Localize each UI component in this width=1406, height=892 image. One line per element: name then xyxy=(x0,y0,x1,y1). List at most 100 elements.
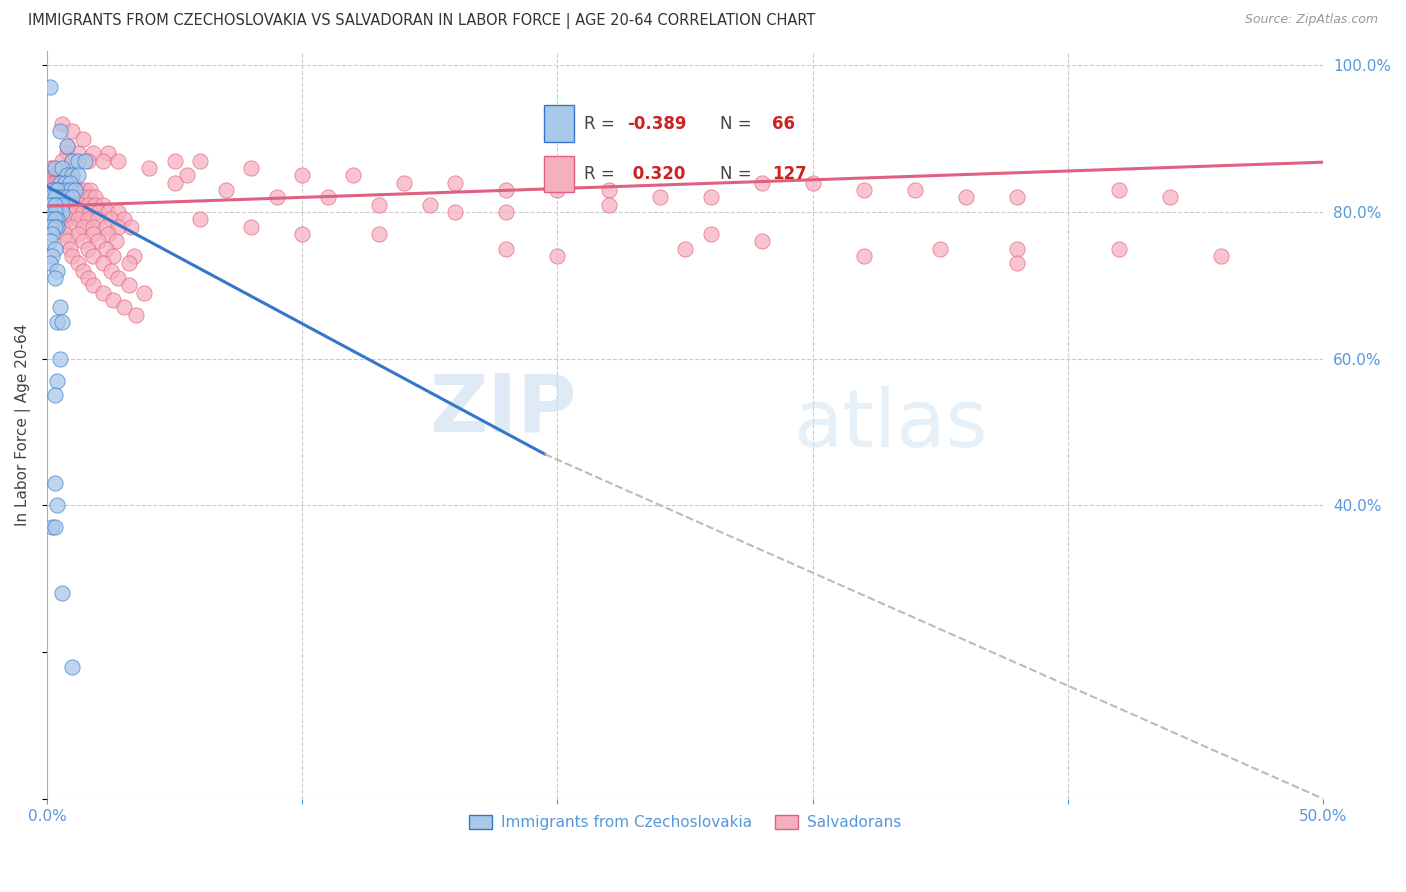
Legend: Immigrants from Czechoslovakia, Salvadorans: Immigrants from Czechoslovakia, Salvador… xyxy=(463,809,907,836)
Text: R =: R = xyxy=(583,115,620,133)
Point xyxy=(51,205,73,219)
Point xyxy=(91,153,114,168)
Point xyxy=(495,205,517,219)
Point xyxy=(82,249,104,263)
Point xyxy=(103,293,125,307)
Point xyxy=(56,176,79,190)
Point xyxy=(266,190,288,204)
Point xyxy=(38,219,60,234)
Point xyxy=(56,197,79,211)
Point xyxy=(44,520,66,534)
Point xyxy=(176,169,198,183)
Point xyxy=(673,242,696,256)
Point xyxy=(648,190,671,204)
Point xyxy=(76,212,98,227)
Point xyxy=(852,249,875,263)
Point xyxy=(79,205,101,219)
Point xyxy=(1005,190,1028,204)
Point xyxy=(91,197,114,211)
Point xyxy=(240,161,263,175)
Point xyxy=(63,183,86,197)
Point xyxy=(118,256,141,270)
Point xyxy=(66,169,89,183)
Point xyxy=(598,197,620,211)
Point xyxy=(107,219,129,234)
Point xyxy=(62,660,84,674)
Text: R =: R = xyxy=(583,165,620,183)
Point xyxy=(44,219,66,234)
Point xyxy=(51,219,73,234)
Point xyxy=(41,212,63,227)
Point xyxy=(44,190,66,204)
Point xyxy=(76,242,98,256)
Text: 0.320: 0.320 xyxy=(627,165,686,183)
Point xyxy=(188,153,211,168)
Point xyxy=(122,249,145,263)
Point xyxy=(44,190,66,204)
Point xyxy=(41,197,63,211)
Point xyxy=(56,139,79,153)
Point xyxy=(75,153,97,168)
Text: ZIP: ZIP xyxy=(429,371,576,449)
Point xyxy=(53,176,76,190)
Point xyxy=(48,183,70,197)
Point xyxy=(94,242,117,256)
Point xyxy=(62,169,84,183)
Point xyxy=(66,146,89,161)
Text: 127: 127 xyxy=(772,165,807,183)
Point xyxy=(46,183,69,197)
Point xyxy=(82,146,104,161)
Point xyxy=(46,197,69,211)
Point xyxy=(63,183,86,197)
Point xyxy=(41,183,63,197)
Point xyxy=(51,169,73,183)
Point xyxy=(82,219,104,234)
Point xyxy=(75,183,97,197)
Point xyxy=(56,169,79,183)
Point xyxy=(38,197,60,211)
Point xyxy=(62,249,84,263)
Point xyxy=(46,499,69,513)
Point xyxy=(394,176,416,190)
Point xyxy=(38,256,60,270)
Point xyxy=(163,153,186,168)
Point xyxy=(87,235,110,249)
Point xyxy=(163,176,186,190)
Point xyxy=(51,315,73,329)
Point xyxy=(56,139,79,153)
Point xyxy=(46,176,69,190)
Point xyxy=(38,205,60,219)
Point xyxy=(44,388,66,402)
Point xyxy=(44,197,66,211)
Text: 66: 66 xyxy=(772,115,796,133)
Point xyxy=(51,161,73,175)
Point xyxy=(46,219,69,234)
Point xyxy=(56,169,79,183)
Point xyxy=(97,146,120,161)
Point xyxy=(103,249,125,263)
Point xyxy=(751,176,773,190)
Point xyxy=(62,169,84,183)
Point xyxy=(751,235,773,249)
Point xyxy=(56,212,79,227)
Point xyxy=(100,212,122,227)
Point xyxy=(1159,190,1181,204)
Text: atlas: atlas xyxy=(793,385,988,464)
Point xyxy=(112,301,135,315)
Point xyxy=(214,183,236,197)
Point xyxy=(46,315,69,329)
Point xyxy=(699,190,721,204)
Point xyxy=(46,205,69,219)
Point xyxy=(76,153,98,168)
Point xyxy=(48,301,70,315)
Point xyxy=(62,153,84,168)
Point xyxy=(53,176,76,190)
Point xyxy=(48,205,70,219)
Point xyxy=(44,212,66,227)
Point xyxy=(104,235,127,249)
Point xyxy=(41,249,63,263)
Point xyxy=(44,183,66,197)
Point xyxy=(51,183,73,197)
Point xyxy=(699,227,721,241)
Point xyxy=(291,227,314,241)
